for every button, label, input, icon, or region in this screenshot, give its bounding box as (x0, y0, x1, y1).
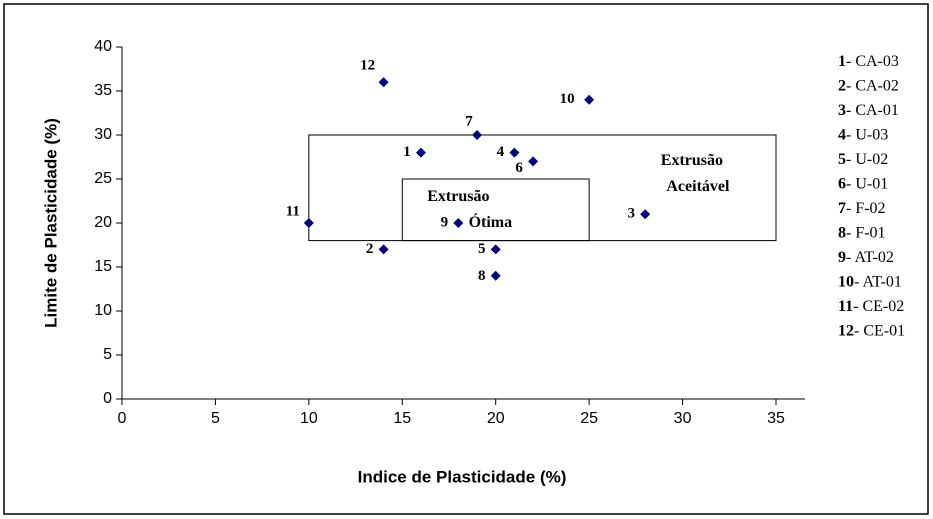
legend-text: - U-03 (846, 126, 888, 143)
point-label: 8 (478, 268, 486, 284)
legend-entry: 8- F-01 (838, 224, 886, 241)
region-label: Ótima (469, 212, 513, 231)
point (453, 218, 464, 228)
legend-entry: 7- F-02 (838, 200, 886, 217)
chart-border (3, 3, 929, 515)
legend-text: - F-01 (846, 224, 886, 241)
point-label: 11 (286, 203, 300, 219)
point-label: 5 (478, 241, 486, 257)
point-label: 4 (497, 144, 505, 160)
legend-entry: 5- U-02 (838, 151, 888, 168)
point-label: 6 (515, 160, 523, 176)
x-axis-title: Indice de Plasticidade (%) (358, 467, 567, 486)
point-label: 9 (441, 214, 449, 230)
point (490, 244, 501, 255)
point-label: 10 (560, 91, 575, 107)
x-tick-label: 35 (767, 410, 785, 427)
x-tick-label: 0 (118, 410, 127, 427)
point-label: 3 (627, 206, 635, 222)
point (415, 147, 426, 158)
legend-text: - CE-02 (853, 298, 904, 315)
point (528, 156, 539, 167)
legend-entry: 12- CE-01 (838, 322, 905, 339)
x-tick-label: 30 (674, 410, 692, 427)
legend-key: 9 (838, 249, 846, 266)
point (378, 77, 389, 88)
y-tick-label: 5 (103, 346, 112, 363)
legend-text: - CA-01 (846, 102, 899, 119)
legend-key: 1 (838, 53, 846, 70)
x-tick-label: 5 (211, 410, 220, 427)
legend-key: 6 (838, 175, 846, 192)
x-tick-label: 20 (487, 410, 505, 427)
x-tick-label: 15 (393, 410, 411, 427)
region-label: Extrusão (427, 188, 489, 205)
y-axis-title: Limite de Plasticidade (%) (41, 118, 60, 328)
x-tick-label: 10 (300, 410, 318, 427)
point-label: 2 (366, 241, 374, 257)
y-tick-label: 10 (94, 302, 112, 319)
legend-entry: 2- CA-02 (838, 77, 899, 94)
region-label: Aceitável (666, 178, 730, 195)
legend-text: - U-01 (846, 175, 888, 192)
y-tick-label: 15 (94, 258, 112, 275)
region-label: Extrusão (661, 152, 723, 169)
y-tick-label: 25 (94, 170, 112, 187)
point (509, 147, 520, 158)
legend-text: - AT-01 (854, 273, 902, 290)
legend-text: - F-02 (846, 200, 886, 217)
point-label: 7 (465, 113, 473, 129)
legend-text: - AT-02 (846, 249, 894, 266)
legend-text: - CA-02 (846, 77, 899, 94)
legend-text: - CA-03 (846, 53, 899, 70)
legend-key: 8 (838, 224, 846, 241)
point-label: 12 (360, 58, 375, 74)
point (640, 209, 651, 220)
legend-key: 2 (838, 77, 846, 94)
y-tick-label: 30 (94, 126, 112, 143)
legend-key: 11 (838, 298, 853, 315)
legend-entry: 6- U-01 (838, 175, 888, 192)
y-tick-label: 20 (94, 214, 112, 231)
legend-text: - U-02 (846, 151, 888, 168)
legend-entry: 9- AT-02 (838, 249, 894, 266)
legend-key: 4 (838, 126, 846, 143)
legend-key: 12 (838, 322, 854, 339)
region (401, 178, 590, 242)
x-tick-label: 25 (580, 410, 598, 427)
y-tick-label: 0 (103, 390, 112, 407)
point (472, 130, 483, 140)
point (378, 244, 389, 255)
point (584, 94, 595, 105)
point-label: 1 (403, 144, 411, 160)
legend-entry: 10- AT-01 (838, 273, 902, 290)
point (490, 270, 501, 281)
legend-key: 3 (838, 102, 846, 119)
legend-entry: 11- CE-02 (838, 298, 904, 315)
legend-key: 7 (838, 200, 846, 217)
legend-entry: 1- CA-03 (838, 53, 899, 70)
legend-key: 5 (838, 151, 846, 168)
y-tick-label: 40 (94, 38, 112, 55)
y-tick-label: 35 (94, 82, 112, 99)
legend-key: 10 (838, 273, 854, 290)
legend-text: - CE-01 (854, 322, 905, 339)
legend-entry: 3- CA-01 (838, 102, 899, 119)
legend-entry: 4- U-03 (838, 126, 888, 143)
point (303, 218, 314, 228)
